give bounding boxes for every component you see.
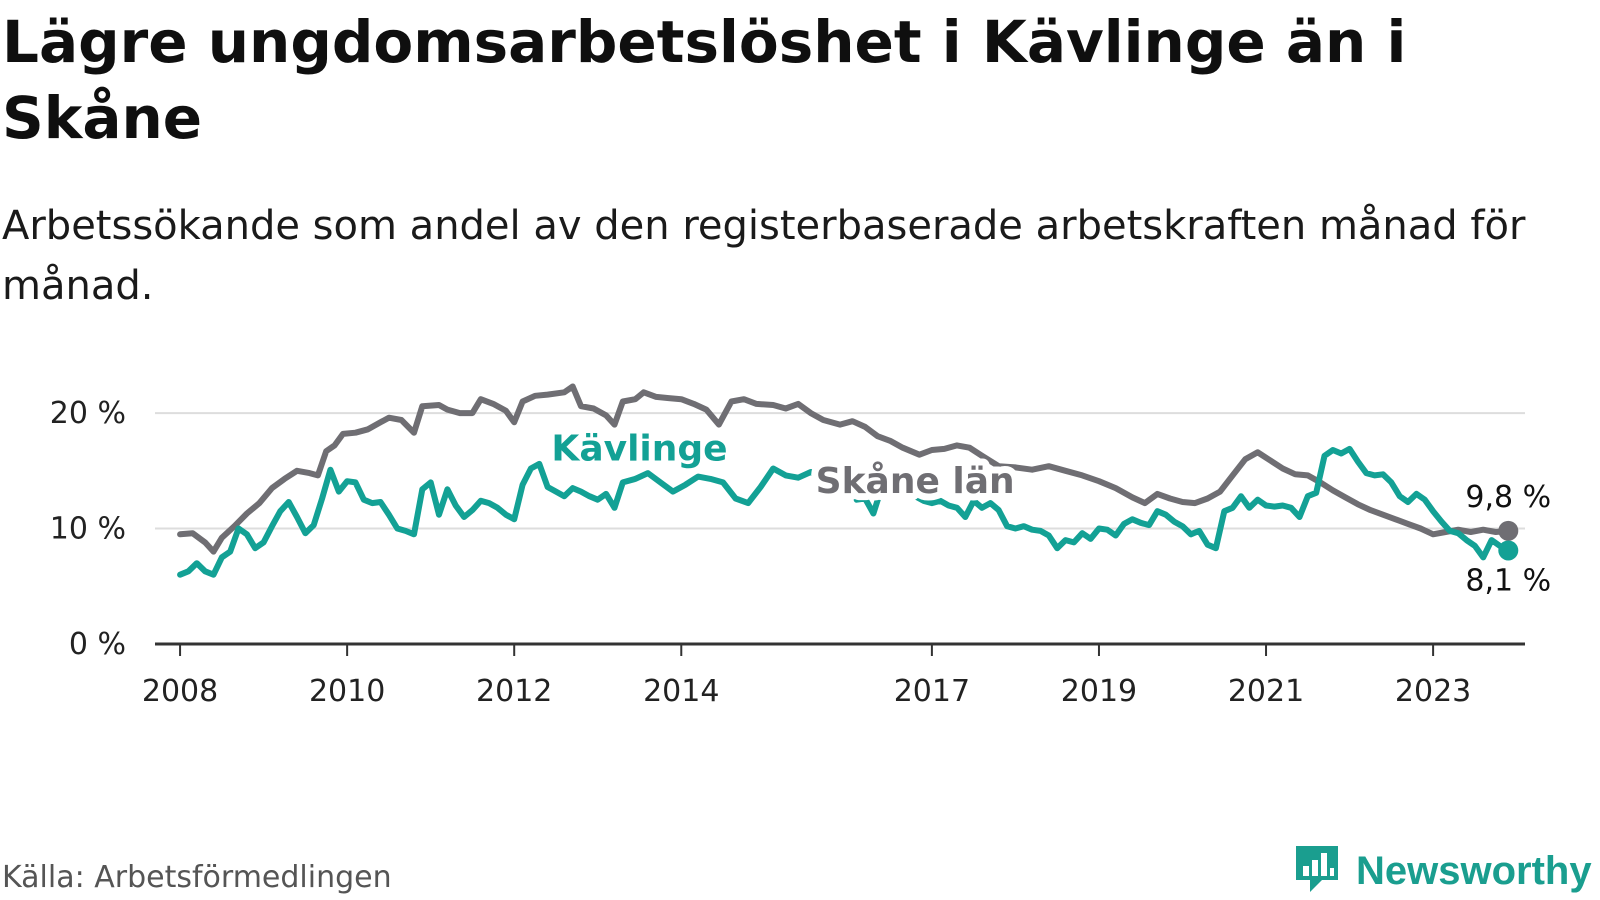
series-label-k-vlinge: Kävlinge bbox=[551, 428, 727, 469]
brand-logo[interactable]: Newsworthy bbox=[1292, 842, 1592, 900]
series-label-halo-k-vlinge: Kävlinge bbox=[551, 428, 727, 469]
end-value-label-kavlinge: 8,1 % bbox=[1465, 563, 1551, 598]
end-point-k-vlinge bbox=[1498, 540, 1519, 561]
bar-chart-speech-bubble-icon bbox=[1292, 842, 1342, 900]
source-note: Källa: Arbetsförmedlingen bbox=[2, 860, 392, 895]
x-tick-label: 2012 bbox=[476, 674, 552, 709]
y-axis-ticks: 0 % 10 % 20 % bbox=[50, 396, 126, 662]
y-tick-label: 0 % bbox=[69, 627, 126, 662]
x-axis-ticks: 2008 2010 2012 2014 2017 2019 2021 2023 bbox=[142, 644, 1471, 709]
x-tick-label: 2019 bbox=[1061, 674, 1137, 709]
end-value-label-skane: 9,8 % bbox=[1465, 480, 1551, 515]
line-chart: 0 % 10 % 20 % 2008 2010 2012 2014 2017 2019 2021… bbox=[50, 383, 1551, 709]
series-line-k-vlinge bbox=[177, 445, 1512, 578]
series-line-sk-ne-l-n bbox=[177, 383, 1512, 555]
series-label-sk-ne-l-n: Skåne län bbox=[816, 461, 1015, 502]
series-label-halo-sk-ne-l-n: Skåne län bbox=[816, 461, 1015, 502]
y-tick-label: 10 % bbox=[50, 512, 126, 547]
y-tick-label: 20 % bbox=[50, 396, 126, 431]
chart-subtitle: Arbetssökande som andel av den registerb… bbox=[2, 203, 1526, 309]
x-tick-label: 2010 bbox=[309, 674, 385, 709]
gridlines bbox=[155, 412, 1525, 530]
brand-name: Newsworthy bbox=[1356, 848, 1592, 893]
x-tick-label: 2023 bbox=[1395, 674, 1471, 709]
x-tick-label: 2008 bbox=[142, 674, 218, 709]
x-tick-label: 2017 bbox=[894, 674, 970, 709]
chart-title: Lägre ungdomsarbetslöshet i Kävlinge än … bbox=[2, 8, 1407, 152]
series-lines bbox=[177, 383, 1519, 578]
end-point-sk-ne-l-n bbox=[1498, 520, 1519, 541]
x-tick-label: 2014 bbox=[643, 674, 719, 709]
x-tick-label: 2021 bbox=[1228, 674, 1304, 709]
